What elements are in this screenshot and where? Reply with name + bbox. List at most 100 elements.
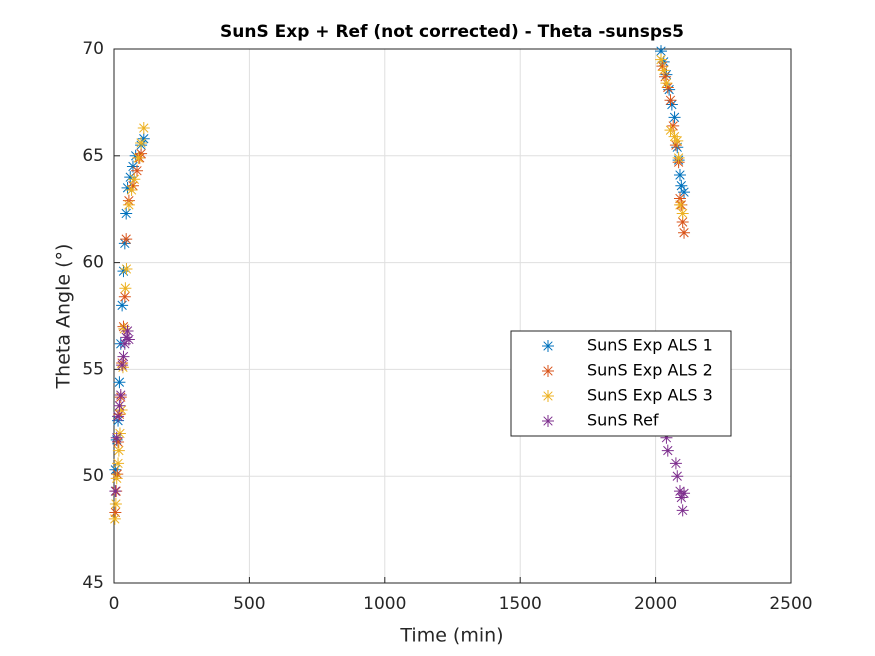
y-tick-label: 65 — [82, 146, 104, 166]
data-point — [120, 263, 133, 276]
data-point — [116, 299, 129, 312]
data-point — [664, 94, 677, 107]
chart-title: SunS Exp + Ref (not corrected) - Theta -… — [220, 22, 684, 42]
data-point — [115, 403, 128, 416]
data-point — [673, 198, 686, 211]
data-point — [673, 485, 686, 498]
plot-area — [114, 49, 791, 583]
data-point — [676, 207, 689, 220]
data-point — [137, 122, 150, 135]
data-point — [675, 179, 688, 192]
data-point — [124, 171, 137, 184]
y-tick-label: 45 — [82, 573, 104, 593]
data-point — [110, 472, 123, 485]
data-point — [132, 151, 145, 164]
legend-marker — [542, 415, 554, 427]
data-point — [673, 192, 686, 205]
data-point — [122, 333, 135, 346]
data-point — [113, 399, 126, 412]
data-point — [125, 183, 138, 196]
legend-marker — [542, 365, 554, 377]
data-point — [678, 226, 691, 239]
x-tick-label: 0 — [109, 594, 120, 614]
data-point — [669, 457, 682, 470]
x-tick-label: 1000 — [363, 594, 406, 614]
data-point — [675, 491, 688, 504]
data-point — [676, 504, 689, 517]
y-tick-label: 55 — [82, 359, 104, 379]
data-point — [655, 53, 668, 66]
y-tick-label: 70 — [82, 39, 104, 59]
data-point — [671, 141, 684, 154]
data-point — [112, 436, 125, 449]
data-point — [108, 512, 121, 525]
data-point — [109, 497, 122, 510]
data-point — [113, 408, 126, 421]
data-point — [660, 431, 673, 444]
data-point — [121, 324, 134, 337]
data-point — [671, 470, 684, 483]
data-point — [660, 68, 673, 81]
data-point — [128, 173, 141, 186]
x-tick-label: 1500 — [499, 594, 542, 614]
legend-label: SunS Exp ALS 1 — [587, 336, 713, 355]
data-point — [135, 147, 148, 160]
data-point — [669, 139, 682, 152]
data-point — [676, 216, 689, 229]
data-point — [110, 431, 123, 444]
data-point — [131, 164, 144, 177]
data-point — [109, 506, 122, 519]
data-point — [109, 463, 122, 476]
data-point — [120, 233, 133, 246]
data-point — [116, 361, 129, 374]
data-point — [118, 237, 131, 250]
data-point — [126, 179, 139, 192]
y-tick-label: 60 — [82, 253, 104, 273]
data-point — [137, 132, 150, 145]
data-point — [117, 350, 130, 363]
data-point — [673, 169, 686, 182]
data-point — [114, 389, 127, 402]
x-axis-label: Time (min) — [399, 625, 503, 647]
data-point — [659, 70, 672, 83]
y-tick-label: 50 — [82, 466, 104, 486]
data-point — [665, 98, 678, 111]
legend: SunS Exp ALS 1 SunS Exp ALS 2 SunS Exp ALS… — [510, 330, 732, 437]
data-point — [122, 198, 135, 211]
x-tick-label: 500 — [233, 594, 265, 614]
data-point — [117, 265, 130, 278]
legend-label: SunS Exp ALS 2 — [587, 361, 713, 380]
data-point — [120, 207, 133, 220]
x-tick-label: 2000 — [634, 594, 677, 614]
data-point — [113, 376, 126, 389]
data-point — [667, 119, 680, 132]
data-point — [113, 427, 126, 440]
data-point — [119, 282, 132, 295]
data-point — [671, 134, 684, 147]
data-point — [660, 77, 673, 90]
data-point — [118, 322, 131, 335]
data-point — [112, 410, 125, 423]
y-axis-label: Theta Angle (°) — [53, 244, 75, 390]
legend-label: SunS Exp ALS 3 — [587, 386, 713, 405]
data-point — [135, 136, 148, 149]
data-point — [657, 64, 670, 77]
data-point — [111, 468, 124, 481]
legend-marker — [542, 340, 554, 352]
data-point — [661, 444, 674, 457]
legend-label: SunS Ref — [587, 411, 659, 430]
data-point — [121, 181, 134, 194]
data-point — [663, 83, 676, 96]
data-point — [109, 485, 122, 498]
data-point — [655, 45, 668, 58]
data-point — [668, 130, 681, 143]
data-point — [668, 111, 681, 124]
data-point — [678, 487, 691, 500]
data-point — [118, 290, 131, 303]
data-point — [672, 151, 685, 164]
data-point — [112, 444, 125, 457]
x-tick-label: 2500 — [769, 594, 812, 614]
data-point — [661, 81, 674, 94]
